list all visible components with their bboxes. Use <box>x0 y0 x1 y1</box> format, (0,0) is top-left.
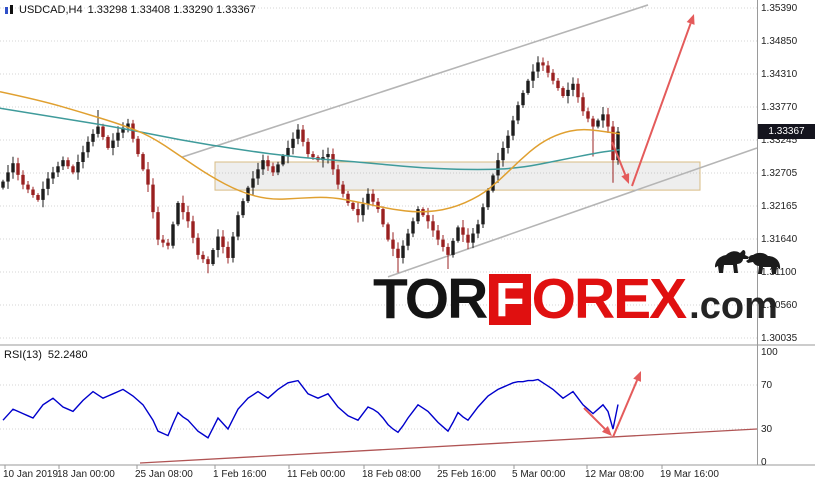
time-axis-label[interactable]: 18 Feb 08:00 <box>362 469 421 480</box>
time-axis-label[interactable]: 12 Mar 08:00 <box>585 469 644 480</box>
forecast-arrowhead <box>621 173 630 184</box>
time-axis-label[interactable]: 25 Jan 08:00 <box>135 469 193 480</box>
time-axis-label[interactable]: 5 Mar 00:00 <box>512 469 566 480</box>
price-axis-label[interactable]: 1.35390 <box>761 3 798 14</box>
watermark-text-orex: OREX <box>531 267 688 331</box>
forecast-arrowhead <box>686 14 695 25</box>
candles <box>1 56 620 274</box>
watermark-text-f: F <box>489 274 531 326</box>
rsi-indicator-label: RSI(13) <box>4 349 42 361</box>
rsi-value: 52.2480 <box>47 349 88 361</box>
price-axis-label[interactable]: 1.31100 <box>761 267 797 278</box>
forecast-arrowhead <box>633 371 641 382</box>
forecast-arrow <box>612 379 639 438</box>
rsi-axis-label[interactable]: 70 <box>761 380 773 391</box>
price-axis-label[interactable]: 1.30560 <box>761 300 798 311</box>
watermark-text-tor: TOR <box>373 267 488 331</box>
rsi-axis-label[interactable]: 30 <box>761 424 773 435</box>
price-axis-label[interactable]: 1.32165 <box>761 201 798 212</box>
ma-fast-line <box>0 90 621 213</box>
watermark-text-com: .com <box>689 285 778 328</box>
price-axis-label[interactable]: 1.34850 <box>761 36 798 47</box>
symbol-timeframe-label: USDCAD,H4 <box>19 4 83 16</box>
price-axis-label[interactable]: 1.32705 <box>761 168 798 179</box>
time-axis-label[interactable]: 10 Jan 2019 <box>3 469 59 480</box>
rsi-info: RSI(13) 52.2480 <box>4 349 88 361</box>
forecast-arrowhead <box>601 425 612 436</box>
price-axis-label[interactable]: 1.31640 <box>761 234 798 245</box>
forecast-arrow <box>631 23 692 187</box>
time-axis-label[interactable]: 11 Feb 00:00 <box>287 469 346 480</box>
watermark: TOR F OREX .com <box>373 250 780 331</box>
price-axis-label[interactable]: 1.33770 <box>761 102 798 113</box>
time-axis-label[interactable]: 1 Feb 16:00 <box>213 469 267 480</box>
price-axis-label[interactable]: 1.33245 <box>761 135 798 146</box>
time-axis-label[interactable]: 18 Jan 00:00 <box>57 469 115 480</box>
trend-channel-line[interactable] <box>387 147 758 278</box>
support-zone <box>214 161 701 191</box>
rsi-axis-label[interactable]: 100 <box>761 347 778 358</box>
forecast-arrow <box>611 141 627 176</box>
trend-channel-line[interactable] <box>181 4 649 158</box>
chart-icon <box>5 5 13 14</box>
price-axis-label[interactable]: 1.30035 <box>761 333 798 344</box>
forecast-arrow <box>583 407 606 430</box>
bull-bear-logo-icon <box>714 250 780 274</box>
time-axis-label[interactable]: 25 Feb 16:00 <box>437 469 496 480</box>
time-axis-label[interactable]: 19 Mar 16:00 <box>660 469 719 480</box>
symbol-info: USDCAD,H4 1.33298 1.33408 1.33290 1.3336… <box>4 4 256 16</box>
price-axis-label[interactable]: 1.34310 <box>761 69 798 80</box>
rsi-line <box>2 378 619 439</box>
current-price-tag: 1.33367 <box>758 124 815 139</box>
ma-slow-line <box>0 107 621 171</box>
ohlc-values: 1.33298 1.33408 1.33290 1.33367 <box>87 4 256 16</box>
rsi-trendline[interactable] <box>139 428 758 464</box>
rsi-axis-label[interactable]: 0 <box>761 457 767 468</box>
